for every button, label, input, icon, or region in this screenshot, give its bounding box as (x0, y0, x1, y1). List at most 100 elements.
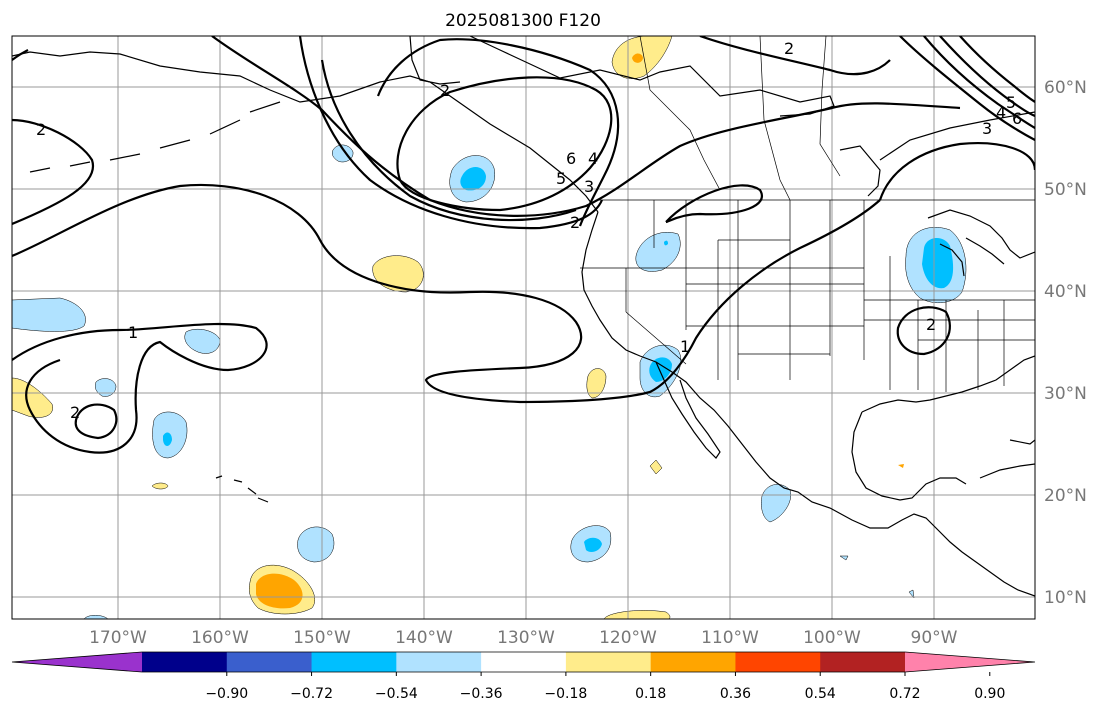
map-title: 2025081300 F120 (445, 11, 601, 31)
longitude-axis: 170°W 160°W 150°W 140°W 130°W 120°W 110°… (89, 628, 958, 648)
contour-label: 2 (926, 315, 936, 334)
anomaly-negative-region (331, 144, 354, 163)
contour-label: 5 (556, 169, 566, 188)
anomaly-positive-region (649, 459, 663, 475)
contour-line (896, 306, 951, 356)
contour-label: 1 (128, 323, 138, 342)
longitude-label: 90°W (911, 628, 958, 648)
contour-label: 6 (566, 149, 576, 168)
contour-line (12, 183, 881, 404)
contour-label: 3 (584, 177, 594, 196)
contour-label: 2 (784, 39, 794, 58)
contour-label: 2 (36, 120, 46, 139)
anomaly-strong-negative-region (460, 167, 486, 191)
longitude-label: 160°W (191, 628, 249, 648)
contour-lines (12, 36, 1035, 454)
colorbar-segment (481, 652, 567, 672)
anomaly-positive-region (151, 482, 169, 490)
contour-line (396, 76, 613, 212)
contour-label: 3 (982, 119, 992, 138)
anomaly-negative-region (95, 378, 117, 397)
contour-line (959, 36, 1035, 103)
contour-line (699, 36, 891, 76)
colorbar-segment (820, 652, 906, 672)
colorbar-tick-label: −0.72 (290, 686, 333, 702)
anomaly-negative-region (184, 329, 221, 354)
map-area (12, 36, 1035, 619)
graticule (12, 36, 1035, 619)
anomaly-negative-region (761, 484, 792, 523)
anomaly-negative-region (297, 526, 335, 563)
colorbar-segment (311, 652, 397, 672)
anomaly-strong-negative-region (163, 432, 172, 446)
colorbar-segment (396, 652, 482, 672)
contour-line (665, 184, 763, 224)
anomaly-moderate-positive-region (256, 573, 303, 609)
coastlines (12, 36, 1035, 597)
anomaly-fills (12, 36, 967, 619)
latitude-label: 50°N (1044, 180, 1087, 200)
colorbar-extend-min (12, 652, 142, 672)
colorbar-tick-label: 0.54 (805, 686, 836, 702)
colorbar-tick-label: −0.18 (544, 686, 587, 702)
colorbar-segment (565, 652, 652, 672)
contour-label: 2 (70, 403, 80, 422)
latitude-label: 20°N (1044, 486, 1087, 506)
colorbar-segment (226, 652, 313, 672)
colorbar-outline (11, 651, 1036, 673)
anomaly-negative-region (635, 232, 681, 272)
contour-label: 2 (570, 213, 580, 232)
longitude-label: 130°W (497, 628, 555, 648)
colorbar-tick-label: 0.18 (635, 686, 666, 702)
colorbar-tick-label: 0.90 (974, 686, 1005, 702)
colorbar-tick-label: −0.36 (460, 686, 503, 702)
map-frame (11, 35, 1036, 620)
longitude-label: 140°W (395, 628, 453, 648)
latitude-label: 60°N (1044, 78, 1087, 98)
contour-line (12, 118, 95, 226)
anomaly-negative-region (12, 297, 86, 332)
contour-label: 1 (680, 337, 690, 356)
colorbar-tick-label: 0.72 (889, 686, 920, 702)
longitude-label: 150°W (293, 628, 351, 648)
anomaly-strong-negative-region (584, 537, 602, 552)
latitude-axis: 60°N 50°N 40°N 30°N 20°N 10°N (1044, 78, 1087, 608)
contour-line (12, 49, 29, 61)
contour-label: 4 (588, 149, 598, 168)
anomaly-positive-region (586, 368, 607, 399)
contour-line (376, 38, 620, 227)
contour-line (939, 36, 1035, 118)
colorbar-segment (650, 652, 736, 672)
contour-label: 4 (996, 103, 1006, 122)
contour-line (899, 36, 1035, 141)
longitude-label: 170°W (89, 628, 147, 648)
anomaly-strong-negative-region (649, 357, 672, 382)
colorbar: −0.90 −0.72 −0.54 −0.36 −0.18 0.18 0.36 0.54 0.7… (11, 651, 1036, 702)
colorbar-tick-label: −0.54 (375, 686, 418, 702)
anomaly-positive-region (372, 255, 424, 293)
anomaly-moderate-positive-region (632, 53, 643, 63)
contour-label: 2 (440, 81, 450, 100)
contour-line (298, 36, 604, 230)
longitude-label: 120°W (599, 628, 657, 648)
state-borders (580, 36, 1035, 392)
colorbar-segment (142, 652, 228, 672)
contour-line (320, 59, 577, 222)
contour-line (12, 322, 268, 454)
contour-line (74, 403, 118, 440)
contour-line (923, 36, 1035, 129)
latitude-label: 40°N (1044, 282, 1087, 302)
anomaly-positive-region (898, 464, 904, 468)
longitude-label: 110°W (701, 628, 759, 648)
anomaly-strong-negative-region (664, 240, 668, 246)
contour-line (878, 142, 1035, 201)
longitude-label: 100°W (803, 628, 861, 648)
latitude-label: 30°N (1044, 384, 1087, 404)
latitude-label: 10°N (1044, 588, 1087, 608)
anomaly-strong-negative-region (922, 237, 954, 289)
contour-labels: 2 1 2 2 2 3 4 5 6 2 3 4 5 6 1 2 (36, 39, 1022, 422)
anomaly-negative-region (839, 555, 849, 561)
contour-label: 5 (1006, 93, 1016, 112)
colorbar-tick-label: −0.90 (205, 686, 248, 702)
